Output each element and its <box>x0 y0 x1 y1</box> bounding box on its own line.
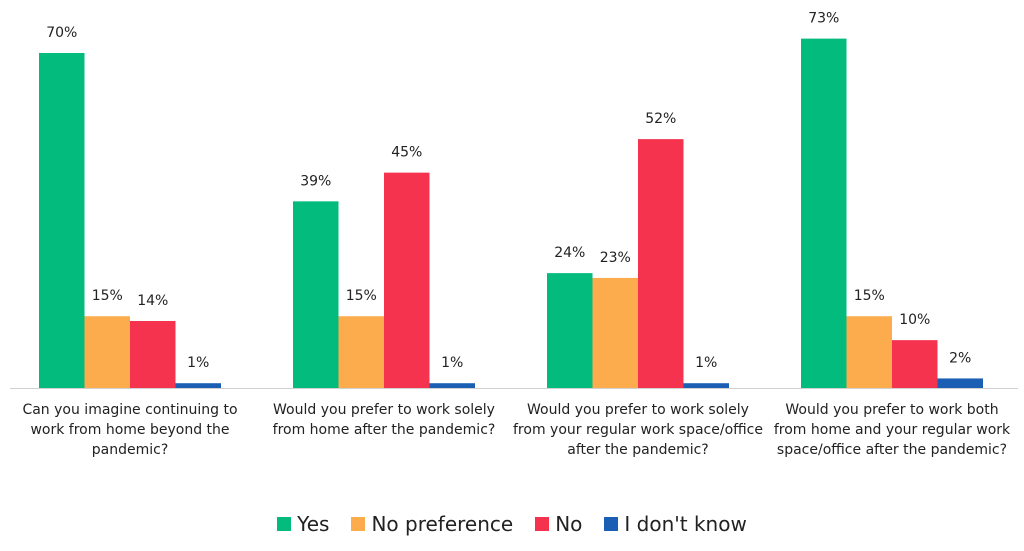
legend-label: I don't know <box>624 512 747 536</box>
bar <box>592 277 638 388</box>
value-label: 1% <box>695 355 717 371</box>
value-label: 24% <box>554 245 585 261</box>
bar <box>384 172 430 388</box>
x-tick-label: Would you prefer to work solely from hom… <box>272 402 496 438</box>
value-label: 14% <box>137 293 168 309</box>
x-tick-label: Can you imagine continuing to work from … <box>22 402 238 458</box>
value-label: 73% <box>808 11 839 27</box>
bar <box>638 139 684 388</box>
bar <box>293 201 339 388</box>
legend-item: I don't know <box>604 512 747 536</box>
value-label: 1% <box>441 355 463 371</box>
bar <box>892 340 938 388</box>
bar <box>801 38 847 388</box>
value-label: 45% <box>391 145 422 161</box>
legend-swatch <box>277 517 292 531</box>
bar <box>175 383 221 388</box>
value-label: 23% <box>600 250 631 266</box>
legend-swatch <box>604 517 619 531</box>
bar <box>937 378 983 388</box>
value-label: 70% <box>46 25 77 41</box>
bar <box>846 316 892 388</box>
value-label: 15% <box>854 288 885 304</box>
legend-label: No <box>555 512 583 536</box>
legend-label: Yes <box>297 512 330 536</box>
value-label: 2% <box>949 350 971 366</box>
legend: Yes No preference No I don't know <box>0 512 1024 536</box>
legend-swatch <box>351 517 366 531</box>
bar <box>39 52 85 388</box>
legend-swatch <box>535 517 550 531</box>
value-label: 15% <box>92 288 123 304</box>
bar <box>547 273 593 388</box>
bar <box>84 316 130 388</box>
bar <box>429 383 475 388</box>
value-label: 15% <box>346 288 377 304</box>
legend-item: No preference <box>351 512 513 536</box>
value-label: 39% <box>300 173 331 189</box>
legend-item: Yes <box>277 512 329 536</box>
bar <box>338 316 384 388</box>
bar <box>683 383 729 388</box>
value-label: 10% <box>899 312 930 328</box>
value-label: 52% <box>645 111 676 127</box>
value-label: 1% <box>187 355 209 371</box>
legend-item: No <box>535 512 582 536</box>
legend-label: No preference <box>371 512 514 536</box>
x-tick-label: Would you prefer to work both from home … <box>773 402 1011 458</box>
x-tick-label: Would you prefer to work solely from you… <box>513 402 763 458</box>
bar <box>130 320 176 388</box>
